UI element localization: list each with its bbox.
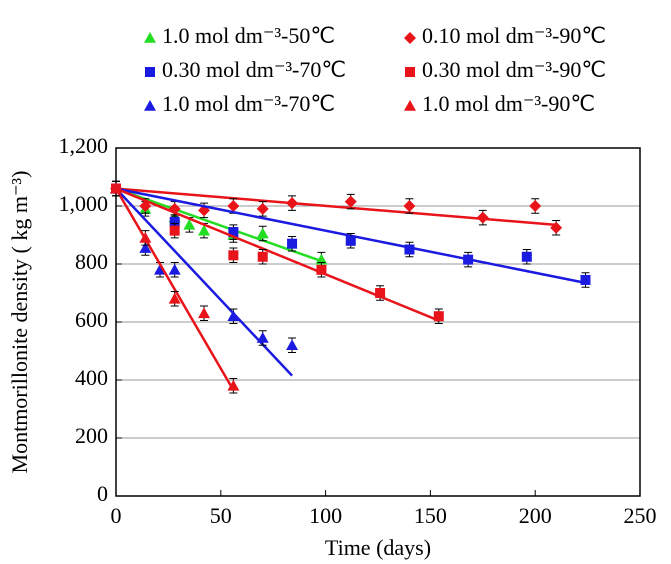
legend-label: 1.0 mol dm⁻³-70℃ — [162, 91, 335, 116]
legend-label: 1.0 mol dm⁻³-90℃ — [422, 91, 595, 116]
y-tick-label: 1,000 — [59, 191, 109, 216]
marker — [286, 339, 299, 350]
x-tick-label: 250 — [624, 503, 657, 528]
y-tick-label: 1,200 — [59, 133, 109, 158]
marker — [227, 200, 240, 212]
marker — [169, 225, 180, 236]
marker — [529, 200, 542, 212]
y-tick-label: 200 — [75, 423, 108, 448]
marker — [286, 197, 299, 210]
marker — [403, 200, 416, 212]
marker — [257, 251, 268, 262]
marker — [139, 231, 152, 243]
marker — [345, 235, 356, 246]
marker — [315, 253, 328, 265]
legend-label: 0.10 mol dm⁻³-90℃ — [422, 23, 606, 48]
marker — [550, 221, 563, 234]
legend-marker — [404, 32, 416, 44]
marker — [404, 244, 415, 255]
marker — [139, 242, 152, 253]
legend-marker — [404, 100, 416, 111]
x-tick-label: 100 — [309, 503, 342, 528]
x-axis-label: Time (days) — [325, 535, 431, 560]
legend-marker — [405, 67, 415, 77]
y-tick-label: 600 — [75, 307, 108, 332]
marker — [227, 379, 240, 391]
y-axis-label: Montmorillonite density ( kg m⁻³) — [7, 171, 32, 474]
marker — [375, 288, 386, 298]
fit-line — [114, 187, 235, 391]
marker — [256, 331, 269, 343]
marker — [433, 311, 444, 322]
marker — [154, 263, 167, 275]
marker — [169, 216, 180, 227]
y-tick-label: 800 — [75, 249, 108, 274]
legend-label: 0.30 mol dm⁻³-70℃ — [162, 57, 346, 82]
marker — [580, 274, 591, 285]
fit-line — [115, 187, 440, 322]
marker — [256, 202, 269, 215]
marker — [476, 211, 489, 224]
marker — [168, 263, 181, 275]
marker — [198, 224, 211, 236]
marker — [256, 227, 269, 239]
marker — [521, 251, 532, 262]
marker — [287, 238, 298, 249]
marker — [228, 250, 239, 261]
x-tick-label: 150 — [414, 503, 447, 528]
legend-label: 0.30 mol dm⁻³-90℃ — [422, 57, 606, 82]
fit-line — [115, 187, 557, 227]
marker — [316, 264, 327, 275]
legend-marker — [144, 100, 156, 111]
legend-label: 1.0 mol dm⁻³-50℃ — [162, 23, 335, 48]
marker — [344, 195, 357, 208]
legend-marker — [144, 32, 156, 43]
marker — [183, 218, 196, 230]
x-tick-label: 50 — [210, 503, 232, 528]
marker — [198, 307, 211, 319]
y-tick-label: 400 — [75, 365, 108, 390]
plot-frame — [115, 147, 641, 497]
fit-line — [115, 187, 322, 263]
marker — [463, 254, 474, 265]
legend-marker — [145, 67, 155, 77]
x-tick-label: 200 — [519, 503, 552, 528]
marker — [168, 292, 181, 304]
marker — [227, 310, 240, 321]
marker — [110, 182, 122, 194]
x-tick-label: 0 — [111, 503, 122, 528]
y-tick-label: 0 — [97, 481, 108, 506]
